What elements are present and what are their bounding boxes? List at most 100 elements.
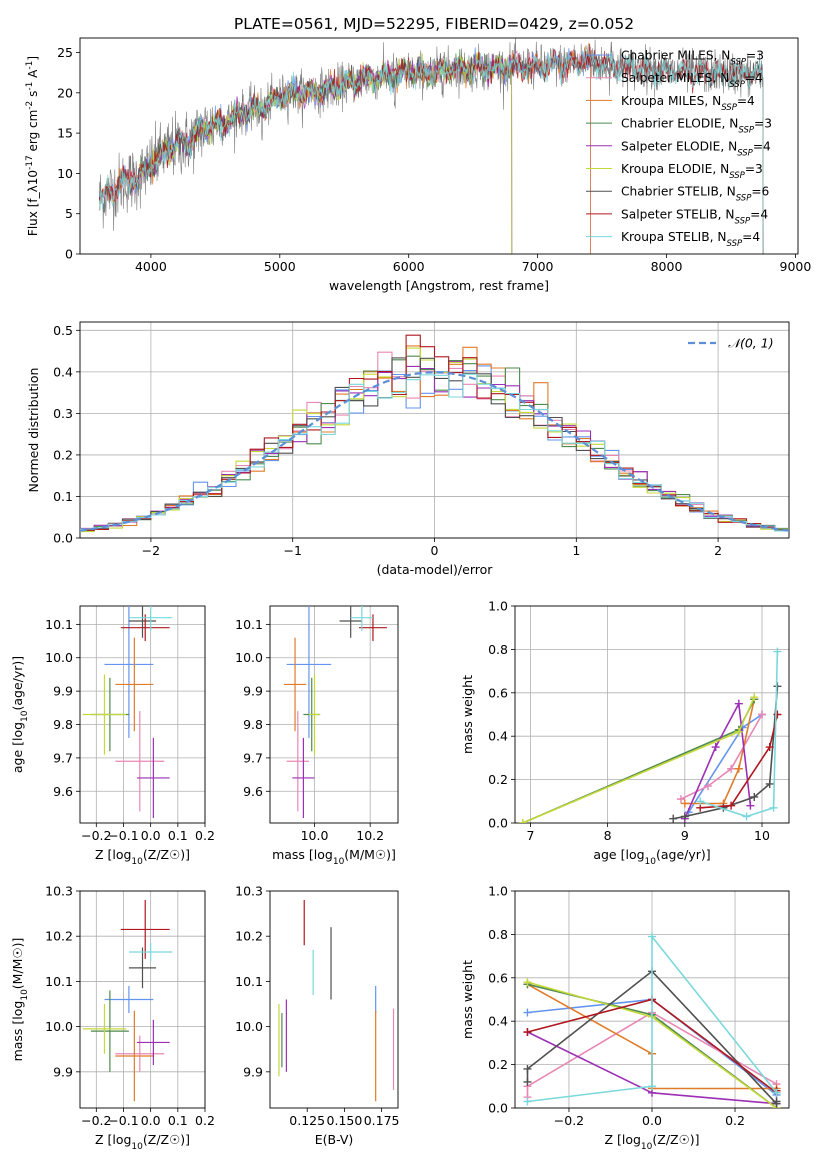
normal-legend-label: 𝒩(0, 1) xyxy=(728,336,774,351)
age-vs-mass-panel: 10.0 10.2 9.6 9.7 9.8 9.9 10.0 10.1 mass [log10(… xyxy=(235,605,399,867)
x-tick-label: 8 xyxy=(604,828,612,843)
legend-entry-label: Salpeter STELIB, NSSP=4 xyxy=(621,207,768,226)
x-tick-label: 6000 xyxy=(393,259,425,274)
x-tick-label: 9000 xyxy=(780,259,812,274)
y-tick-label: 0.0 xyxy=(488,1101,508,1116)
x-tick-label: 0.150 xyxy=(327,1113,363,1128)
x-tick-label: 7000 xyxy=(522,259,554,274)
y-tick-label: 10.1 xyxy=(45,617,73,632)
residual-panel: −2 −1 0 1 2 0.0 0.1 0.2 0.3 0.4 0.5 (data-model)/er… xyxy=(26,321,790,577)
mass-weight-marker xyxy=(703,782,712,791)
x-tick-label: 10.0 xyxy=(301,828,329,843)
y-tick-label: 0.5 xyxy=(53,323,73,338)
x-tick-label: 0.0 xyxy=(642,1113,662,1128)
y-tick-label: 9.9 xyxy=(53,1064,73,1079)
y-tick-label: 5 xyxy=(65,206,73,221)
y-tick-label: 10.0 xyxy=(45,1019,73,1034)
y-tick-label: 9.7 xyxy=(243,750,263,765)
mass-vs-z-panel: −0.2−0.1 0.0 0.1 0.2 9.9 10.0 10.1 10.2 10.3 Z [l… xyxy=(10,884,215,1153)
y-tick-label: 0.4 xyxy=(53,364,73,379)
x-tick-label: −0.2 xyxy=(554,1113,584,1128)
y-tick-label: 0.3 xyxy=(53,406,73,421)
x-tick-label: −2 xyxy=(142,543,160,558)
x-tick-label: 0.125 xyxy=(289,1113,325,1128)
plot-frame xyxy=(79,890,206,1109)
mass-weight-marker xyxy=(680,799,689,808)
mass-weight-line xyxy=(522,698,756,823)
mass-weight-marker xyxy=(773,710,782,719)
mass-weight-marker xyxy=(676,795,685,804)
spectrum-lines xyxy=(98,38,764,254)
residual-histograms xyxy=(80,334,789,533)
y-tick-label: 9.9 xyxy=(243,684,263,699)
legend-entry-label: Salpeter MILES, NSSP=4 xyxy=(621,71,763,90)
x-axis-label: Z [log10(Z/Z☉)] xyxy=(604,1132,699,1152)
mass-weight-lines xyxy=(523,932,781,1108)
legend-entry-label: Kroupa STELIB, NSSP=4 xyxy=(621,230,760,249)
mass-weight-marker xyxy=(734,727,743,736)
mass-weight-line xyxy=(526,1011,777,1098)
x-tick-label: −0.1 xyxy=(108,828,138,843)
y-tick-label: 0.0 xyxy=(488,816,508,831)
mass-weight-line xyxy=(527,934,778,1103)
x-axis-label: age [log10(age/yr)] xyxy=(593,847,710,867)
x-axis-label: (data-model)/error xyxy=(377,562,494,577)
plot-frame xyxy=(514,890,790,1109)
mass-weight-marker xyxy=(523,1064,532,1073)
y-axis-label: Normed distribution xyxy=(26,368,41,493)
x-tick-label: 0 xyxy=(431,543,439,558)
legend-entry-label: Chabrier STELIB, NSSP=6 xyxy=(621,185,769,204)
x-tick-label: 7 xyxy=(526,828,534,843)
y-tick-label: 10.1 xyxy=(45,974,73,989)
figure-title: PLATE=0561, MJD=52295, FIBERID=0429, z=0… xyxy=(234,15,634,33)
y-tick-label: 10.2 xyxy=(235,929,263,944)
x-tick-label: 2 xyxy=(714,543,722,558)
mass-weight-marker xyxy=(773,682,782,691)
mass-weight-marker xyxy=(523,1008,532,1017)
mass-weight-marker xyxy=(734,764,743,773)
x-axis-label: Z [log10(Z/Z☉)] xyxy=(95,847,190,867)
plot-frame xyxy=(514,605,790,824)
x-tick-label: 5000 xyxy=(264,259,296,274)
mass-weight-line xyxy=(680,714,763,800)
y-tick-label: 15 xyxy=(57,126,73,141)
y-tick-label: 10.0 xyxy=(235,1019,263,1034)
y-tick-label: 0.2 xyxy=(488,772,508,787)
y-tick-label: 0.2 xyxy=(53,447,73,462)
y-tick-label: 0.4 xyxy=(488,1014,508,1029)
spectrum-legend: Chabrier MILES, NSSP=3 Salpeter MILES, NS… xyxy=(586,49,772,249)
x-axis-label: E(B-V) xyxy=(315,1132,354,1147)
mass-weight-marker xyxy=(765,743,774,752)
x-tick-label: 4000 xyxy=(135,259,167,274)
legend-entry-label: Chabrier ELODIE, NSSP=3 xyxy=(621,117,772,136)
y-tick-label: 1.0 xyxy=(488,884,508,899)
y-tick-label: 0.8 xyxy=(488,927,508,942)
x-tick-label: 0.175 xyxy=(364,1113,400,1128)
errorbars xyxy=(283,606,387,818)
plot-frame xyxy=(269,890,399,1109)
mass-weight-line xyxy=(684,700,752,820)
y-tick-label: 10.0 xyxy=(45,650,73,665)
y-tick-label: 10 xyxy=(57,166,73,181)
x-tick-label: 0.2 xyxy=(195,828,215,843)
y-tick-label: 0 xyxy=(65,247,73,262)
mass-weight-marker xyxy=(523,1028,532,1037)
mass-weight-marker xyxy=(750,693,759,702)
x-tick-label: 0.1 xyxy=(168,1113,188,1128)
mass-weight-marker xyxy=(523,978,532,987)
y-tick-label: 9.7 xyxy=(53,750,73,765)
plot-frame xyxy=(269,605,399,824)
mass-weight-line xyxy=(684,699,756,805)
x-axis-label: wavelength [Angstrom, rest frame] xyxy=(329,278,549,293)
legend-entry-label: Kroupa MILES, NSSP=4 xyxy=(621,94,755,113)
x-tick-label: 0.1 xyxy=(168,828,188,843)
x-tick-label: 0.2 xyxy=(725,1113,745,1128)
y-tick-label: 25 xyxy=(57,45,73,60)
mw-vs-z-panel: −0.2 0.0 0.2 0.0 0.2 0.4 0.6 0.8 1.0 Z [log10(Z/Z… xyxy=(460,884,790,1152)
y-axis-label: mass weight xyxy=(460,675,475,754)
residual-histogram-step xyxy=(80,357,789,531)
mass-weight-marker xyxy=(523,1097,532,1106)
y-tick-label: 10.3 xyxy=(45,884,73,899)
normal-curve xyxy=(80,371,789,532)
